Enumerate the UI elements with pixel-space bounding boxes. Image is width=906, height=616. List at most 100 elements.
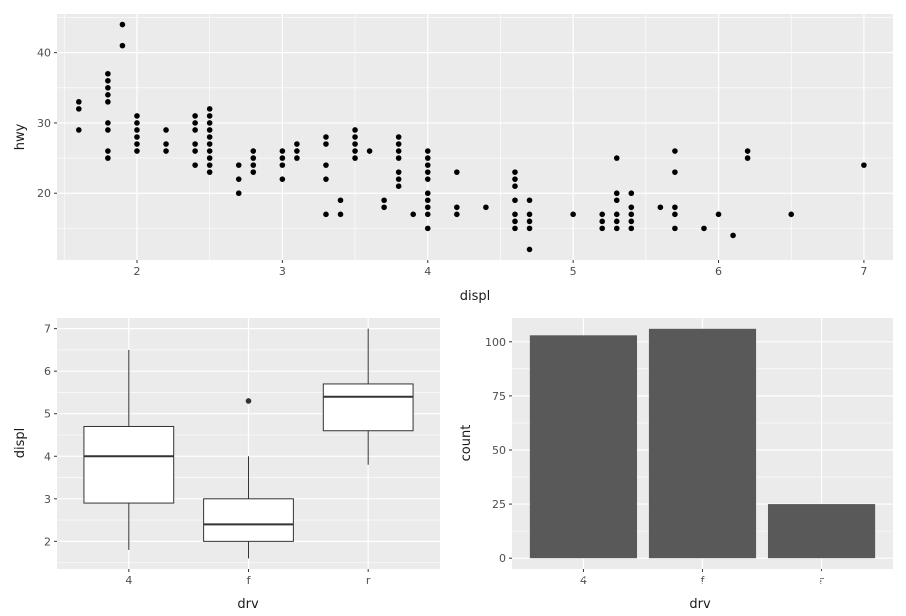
scatter-point <box>206 162 213 168</box>
scatter-point <box>424 197 431 204</box>
scatter-point <box>206 141 213 147</box>
scatter-point <box>526 246 533 253</box>
scatter-point <box>105 148 111 154</box>
scatter-point <box>134 120 140 126</box>
bar-4 <box>529 335 638 559</box>
scatter-point <box>323 162 329 168</box>
scatter-point <box>526 211 533 218</box>
scatter-point <box>526 218 533 225</box>
scatter-point <box>76 99 82 105</box>
scatter-point <box>192 113 198 119</box>
scatter-point <box>366 148 373 154</box>
scatter-point <box>424 225 431 232</box>
scatter-point <box>134 127 140 133</box>
scatter-point <box>395 141 402 147</box>
scatter-point <box>424 169 431 175</box>
scatter-point <box>672 204 678 211</box>
scatter-point <box>206 120 213 126</box>
scatter-point <box>410 211 417 218</box>
scatter-point <box>613 197 620 204</box>
bar-x-tick-label: f <box>701 574 706 587</box>
box-x-tick-label: f <box>247 574 252 587</box>
scatter-point <box>672 225 678 232</box>
scatter-point <box>76 127 82 133</box>
scatter-x-tick-label: 3 <box>279 265 286 278</box>
scatter-point <box>235 190 242 197</box>
scatter-point <box>395 134 402 140</box>
scatter-point <box>672 211 678 218</box>
scatter-point <box>294 148 300 154</box>
scatter-point <box>105 127 111 133</box>
scatter-point <box>628 211 635 218</box>
scatter-point <box>163 148 169 154</box>
scatter-point <box>279 162 286 168</box>
scatter-point <box>352 155 358 161</box>
scatter-point <box>613 155 620 161</box>
bar-x-axis-title: drv <box>689 597 711 612</box>
scatter-point <box>76 106 82 112</box>
scatter-point <box>424 190 431 197</box>
scatter-point <box>163 141 169 147</box>
scatter-point <box>512 169 518 175</box>
scatter-point <box>715 211 722 218</box>
box-y-tick-label: 6 <box>44 365 51 378</box>
scatter-point <box>424 162 431 168</box>
box-y-tick-label: 5 <box>44 408 51 421</box>
scatter-point <box>192 141 198 147</box>
scatter-point <box>250 162 257 168</box>
scatter-point <box>628 204 635 211</box>
scatter-y-tick-label: 40 <box>37 47 51 60</box>
scatter-point <box>352 148 358 154</box>
scatter-point <box>134 141 140 147</box>
scatter-point <box>105 155 111 161</box>
scatter-y-tick-label: 30 <box>37 117 51 130</box>
scatter-point <box>512 183 518 189</box>
scatter-point <box>599 218 606 225</box>
scatter-point <box>235 162 242 168</box>
scatter-point <box>628 218 635 225</box>
box-outlier-point <box>245 398 252 404</box>
scatter-point <box>570 211 576 218</box>
scatter-point <box>599 211 606 218</box>
box-x-tick-label: r <box>366 574 371 587</box>
scatter-point <box>512 176 518 182</box>
scatter-point <box>526 197 533 204</box>
scatter-point <box>395 169 402 175</box>
box-4 <box>83 349 175 550</box>
scatter-point <box>381 197 387 204</box>
scatter-point <box>352 134 358 140</box>
scatter-point <box>613 211 620 218</box>
scatter-point <box>105 92 111 98</box>
scatter-point <box>192 162 198 168</box>
scatter-point <box>352 127 358 133</box>
scatter-point <box>628 190 635 197</box>
scatter-point <box>861 162 867 168</box>
scatter-point <box>134 113 140 119</box>
scatter-point <box>512 197 518 204</box>
scatter-point <box>294 141 300 147</box>
scatter-point <box>424 211 431 218</box>
scatter-plot: 2 3 4 5 6 7 20 30 40 displ hwy <box>13 14 893 304</box>
bar-y-tick-label: 50 <box>492 444 506 457</box>
bar-marks <box>529 328 876 559</box>
scatter-point <box>323 141 329 147</box>
scatter-point <box>395 176 402 182</box>
scatter-point <box>105 120 111 126</box>
scatter-point <box>119 42 126 49</box>
box-marks <box>83 328 414 559</box>
scatter-y-axis: 20 30 40 <box>37 47 57 200</box>
scatter-point <box>105 99 111 105</box>
scatter-point <box>613 225 620 232</box>
bar-y-axis: 0 25 50 75 100 <box>485 336 512 565</box>
scatter-x-tick-label: 7 <box>860 265 867 278</box>
scatter-point <box>206 155 213 161</box>
scatter-point <box>192 120 198 126</box>
scatter-point <box>395 148 402 154</box>
scatter-point <box>206 127 213 133</box>
scatter-point <box>337 197 344 204</box>
bar-y-tick-label: 75 <box>492 390 506 403</box>
scatter-point <box>454 204 460 211</box>
scatter-point <box>526 225 533 232</box>
bar-chart: 4 f r 0 25 50 75 100 drv count <box>459 318 893 612</box>
scatter-point <box>163 127 169 133</box>
